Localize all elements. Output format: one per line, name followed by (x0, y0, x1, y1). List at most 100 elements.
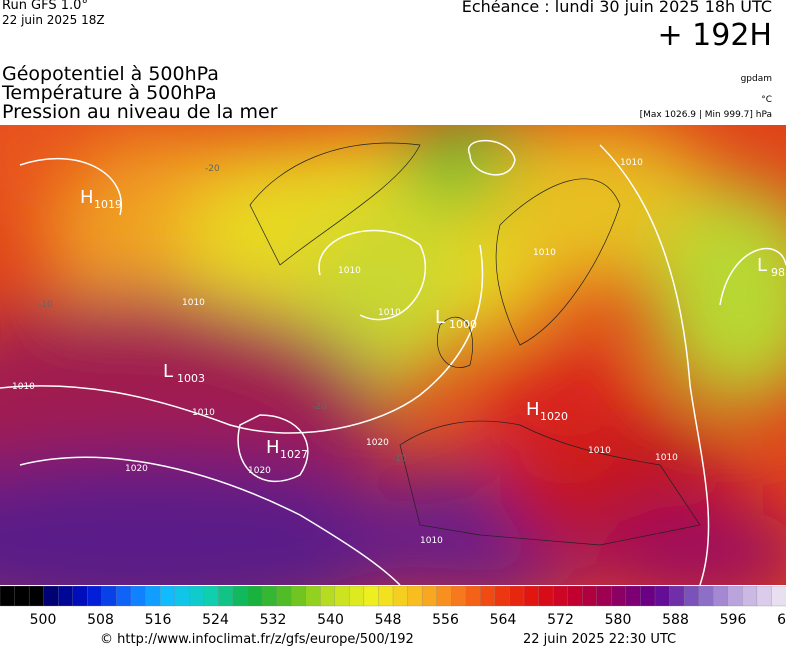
colorbar-label: 500 (30, 612, 57, 628)
center-value: 1003 (177, 372, 205, 385)
color-swatch (305, 586, 321, 607)
color-swatch (596, 586, 612, 607)
color-swatch (771, 586, 786, 607)
center-value: 1019 (94, 198, 122, 211)
color-swatch (14, 586, 30, 607)
color-swatch (683, 586, 700, 607)
color-swatch (625, 586, 642, 607)
center-value: 1020 (540, 410, 568, 423)
isobar-label: 1020 (125, 464, 148, 474)
color-swatch (261, 586, 278, 607)
color-swatch (654, 586, 671, 607)
field: Pression au niveau de la mer (2, 101, 278, 123)
pressure-range: [Max 1026.9 | Min 999.7] hPa (639, 110, 772, 120)
colorbar: 500 508 516 524 532 540 548 556 564 572 580 588 596 6… (0, 586, 786, 647)
color-swatch (611, 586, 627, 607)
temp-label: -20 (312, 402, 327, 412)
color-swatch (523, 586, 540, 607)
isobar-label: 1010 (192, 408, 215, 418)
color-swatch (189, 586, 205, 607)
colorbar-label: 508 (87, 612, 114, 628)
color-swatch (72, 586, 88, 607)
color-swatch (465, 586, 481, 607)
color-swatch (742, 586, 758, 607)
color-swatch (567, 586, 583, 607)
color-swatch (28, 586, 45, 607)
temp-label: -10 (392, 454, 407, 464)
color-swatch (334, 586, 350, 607)
color-swatch (247, 586, 263, 607)
color-swatch (378, 586, 394, 607)
colorbar-label: 532 (260, 612, 287, 628)
colorbar-label: 588 (662, 612, 689, 628)
color-swatch (713, 586, 729, 607)
color-swatch (509, 586, 525, 607)
color-swatch (174, 586, 190, 607)
color-swatch (727, 586, 743, 607)
center-letter: H (80, 187, 94, 208)
center-value: 985 (771, 266, 786, 279)
isobar-label: 1010 (588, 446, 611, 456)
color-swatch (203, 586, 219, 607)
field: Température à 500hPa (2, 82, 217, 104)
colorbar-label: 540 (317, 612, 344, 628)
center-value: 1027 (280, 448, 308, 461)
color-swatch (392, 586, 409, 607)
color-swatch (87, 586, 103, 607)
field: Géopotentiel à 500hPa (2, 63, 219, 85)
color-swatch (232, 586, 249, 607)
color-swatch (276, 586, 292, 607)
run: Run GFS 1.0° (2, 0, 88, 13)
color-swatch (421, 586, 438, 607)
isobar-label: 1010 (378, 308, 401, 318)
colorbar-label: 596 (720, 612, 747, 628)
isobar-label: 1010 (655, 453, 678, 463)
color-swatch (43, 586, 59, 607)
color-swatch (0, 586, 16, 607)
color-swatch (101, 586, 118, 607)
unit: gpdam (740, 74, 772, 84)
temp-label: -20 (205, 164, 220, 174)
color-swatch (552, 586, 569, 607)
center-value: 1000 (449, 318, 477, 331)
lead-time: + 192H (657, 18, 773, 53)
color-swatch (349, 586, 365, 607)
footer-url: © http://www.infoclimat.fr/z/gfs/europe/… (100, 632, 414, 647)
isobar-label: 1010 (420, 536, 443, 546)
center-letter: L (757, 255, 767, 276)
colorbar-label: 556 (432, 612, 459, 628)
footer-issued: 22 juin 2025 22:30 UTC (523, 632, 676, 647)
color-swatch (363, 586, 380, 607)
color-swatch (480, 586, 496, 607)
colorbar-label: 604 (777, 612, 786, 628)
color-swatch (58, 586, 74, 607)
colorbar-label: 580 (605, 612, 632, 628)
color-swatch (640, 586, 656, 607)
isobar-label: 1020 (366, 438, 389, 448)
color-swatch (582, 586, 598, 607)
color-swatch (130, 586, 147, 607)
colorbar-label: 548 (375, 612, 402, 628)
colorbar-label: 516 (145, 612, 172, 628)
colorbar-label: 572 (547, 612, 574, 628)
isobar-label: 1020 (248, 466, 271, 476)
color-swatch (218, 586, 234, 607)
map: H1019L1003H1027L1000H1020L98510101010101… (0, 125, 786, 585)
color-swatch (436, 586, 452, 607)
colorbar-label: 564 (490, 612, 517, 628)
unit: °C (761, 95, 772, 105)
color-swatch (451, 586, 467, 607)
center-letter: H (266, 437, 280, 458)
color-swatch (159, 586, 176, 607)
colorbar-label: 524 (202, 612, 229, 628)
color-swatch (669, 586, 685, 607)
run-date: 22 juin 2025 18Z (2, 13, 105, 27)
isobar-label: 1010 (533, 248, 556, 258)
color-swatch (116, 586, 132, 607)
color-swatch (698, 586, 714, 607)
isobar-label: 1010 (338, 266, 361, 276)
center-letter: L (435, 307, 445, 328)
color-swatch (494, 586, 511, 607)
isobar-label: 1010 (182, 298, 205, 308)
